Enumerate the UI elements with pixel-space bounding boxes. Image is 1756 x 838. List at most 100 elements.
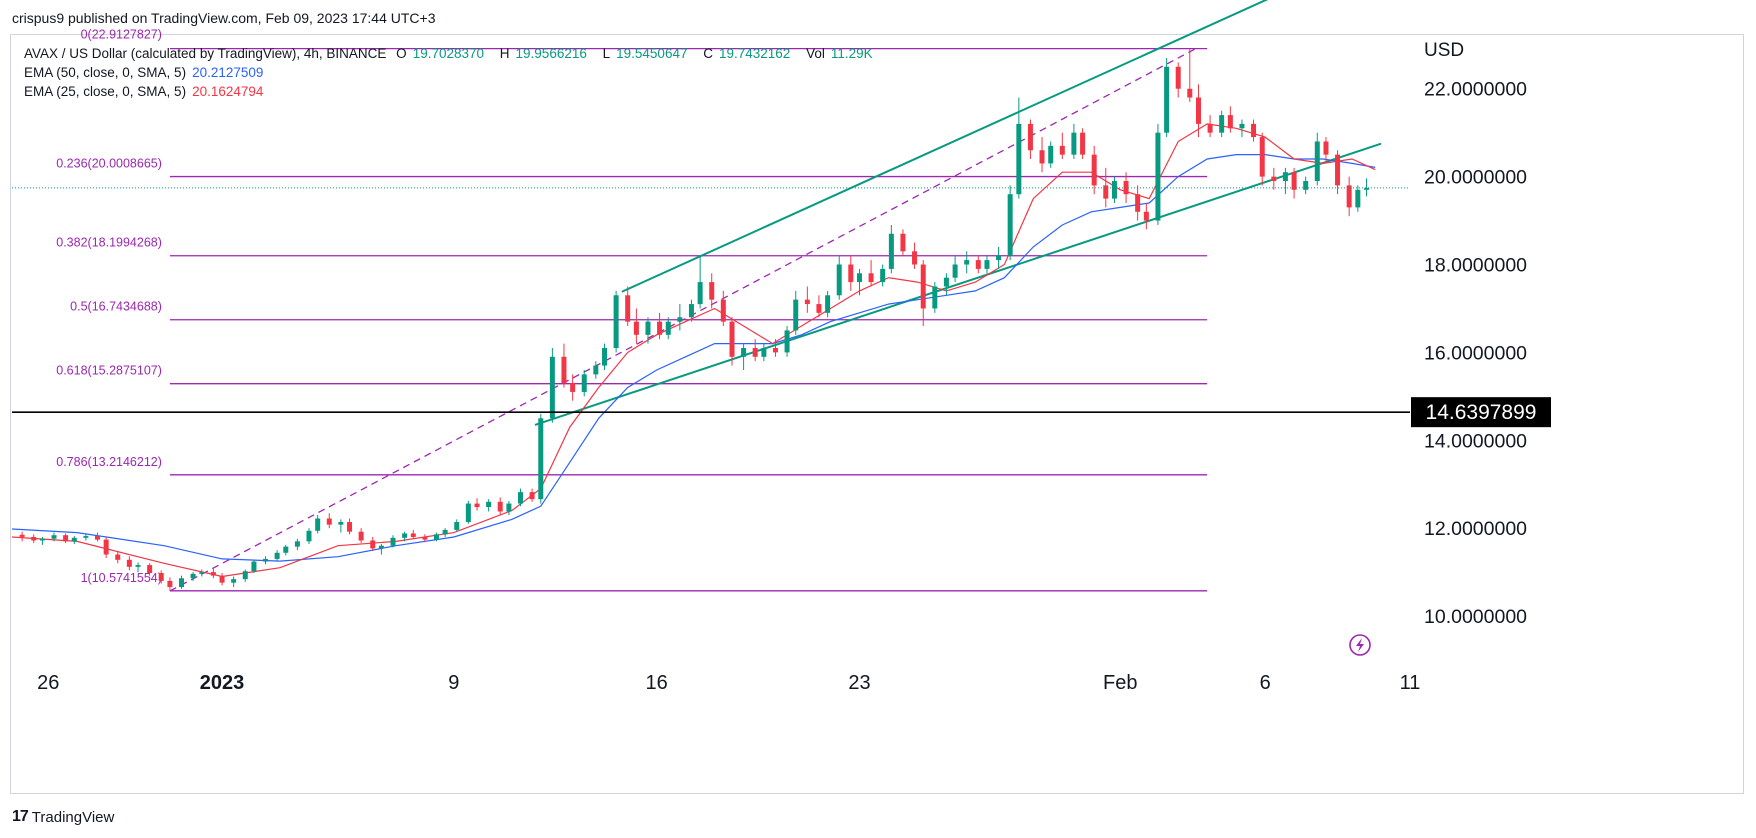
candle-body: [1335, 154, 1341, 186]
candle-body: [442, 529, 448, 535]
legend-high-value: 19.9566216: [515, 46, 587, 61]
candle: [1027, 119, 1033, 160]
x-tick-label: 23: [848, 672, 870, 694]
legend-symbol-row: AVAX / US Dollar (calculated by TradingV…: [24, 44, 885, 63]
candle: [1323, 137, 1329, 164]
lightning-icon-bolt: [1356, 638, 1364, 652]
candle-body: [729, 321, 735, 357]
candle-body: [538, 418, 544, 500]
candle-body: [1143, 211, 1149, 221]
candle: [51, 532, 57, 542]
candle: [390, 535, 396, 548]
candle: [1187, 49, 1193, 102]
candle-body: [190, 573, 196, 579]
candle: [1314, 132, 1320, 186]
candle-body: [294, 541, 300, 547]
candle-body: [677, 317, 683, 322]
candle-body: [772, 348, 778, 353]
candle-body: [135, 565, 141, 567]
candle-body: [103, 539, 109, 555]
candle: [752, 339, 758, 362]
fibonacci-retracement[interactable]: 0(22.9127827) 0.236(20.0008665) 0.382(18.1…: [56, 28, 1208, 592]
candle-body: [1059, 145, 1065, 155]
x-tick-label: 26: [37, 672, 59, 694]
candle-body: [657, 321, 663, 335]
candle: [677, 304, 683, 331]
candle: [1364, 178, 1370, 197]
support-price-label-box: [1411, 397, 1551, 428]
lightning-icon-ring: [1349, 634, 1371, 656]
candle-body: [1346, 185, 1352, 208]
legend-ema25-row[interactable]: EMA (25, close, 0, SMA, 5) 20.1624794: [24, 82, 885, 101]
candle: [741, 343, 747, 370]
candle-body: [613, 295, 619, 348]
candle-body: [210, 572, 216, 576]
candle: [486, 499, 492, 512]
candle: [1303, 176, 1309, 195]
candle-body: [402, 533, 408, 538]
candle-body: [1259, 137, 1265, 177]
tradingview-logo[interactable]: 17 TradingView: [12, 808, 114, 826]
candle-body: [263, 558, 269, 562]
candle-body: [761, 348, 767, 357]
candle: [761, 343, 767, 362]
candle-body: [1207, 123, 1213, 133]
candle: [1251, 119, 1257, 142]
y-tick-label: 20.0000000: [1424, 167, 1527, 189]
candle: [167, 577, 173, 591]
candle: [729, 317, 735, 366]
candle: [772, 339, 778, 357]
candle: [784, 326, 790, 357]
candle: [657, 312, 663, 340]
candle: [103, 536, 109, 559]
chart-frame[interactable]: [10, 34, 1744, 794]
candle-body: [932, 286, 938, 309]
candle: [126, 556, 132, 571]
chart-overlays: [12, 187, 1410, 656]
candle-body: [1164, 66, 1170, 133]
candle: [347, 518, 353, 535]
price-axis[interactable]: USD 22.0000000 20.0000000 18.0000000 16.0000…: [1424, 40, 1527, 628]
trend-lines[interactable]: [534, 0, 1382, 426]
legend-close-value: 19.7432162: [718, 46, 791, 61]
candle-body: [274, 552, 280, 559]
candle-body: [454, 522, 460, 530]
legend-symbol[interactable]: AVAX / US Dollar (calculated by TradingV…: [24, 46, 387, 61]
candle-body: [816, 304, 822, 313]
candle-body: [593, 365, 599, 375]
candle-body: [688, 304, 694, 318]
candle: [964, 251, 970, 274]
candle: [975, 255, 981, 274]
candle: [912, 242, 918, 269]
legend-volume-label: Vol: [806, 46, 825, 61]
candle-body: [283, 546, 289, 553]
candle-body: [848, 264, 854, 283]
candle: [251, 559, 257, 573]
candle-body: [1271, 176, 1277, 182]
legend-open-value: 19.7028370: [412, 46, 485, 61]
candle-body: [1239, 123, 1245, 129]
candle-body: [358, 531, 364, 541]
horizontal-price-line[interactable]: 14.6397899: [12, 397, 1551, 428]
candle: [338, 519, 344, 533]
candle-body: [549, 356, 555, 419]
candle: [1282, 167, 1288, 195]
candle-body: [1314, 141, 1320, 182]
candle: [63, 533, 69, 544]
candle: [952, 255, 958, 283]
time-axis[interactable]: 26 2023 9 16 23 Feb 6 11: [37, 672, 1420, 694]
candle: [793, 290, 799, 335]
candle-body: [178, 578, 184, 588]
legend-ema50-row[interactable]: EMA (50, close, 0, SMA, 5) 20.2127509: [24, 63, 885, 82]
candle: [497, 497, 503, 515]
candle: [39, 536, 45, 545]
candle-body: [1071, 132, 1077, 155]
candle-body: [804, 299, 810, 305]
candle-body: [251, 561, 257, 572]
candle-body: [1282, 172, 1288, 182]
candle: [633, 308, 639, 344]
candle: [358, 528, 364, 544]
chart-legend: AVAX / US Dollar (calculated by TradingV…: [24, 44, 885, 101]
legend-volume-value: 11.29K: [830, 46, 873, 61]
